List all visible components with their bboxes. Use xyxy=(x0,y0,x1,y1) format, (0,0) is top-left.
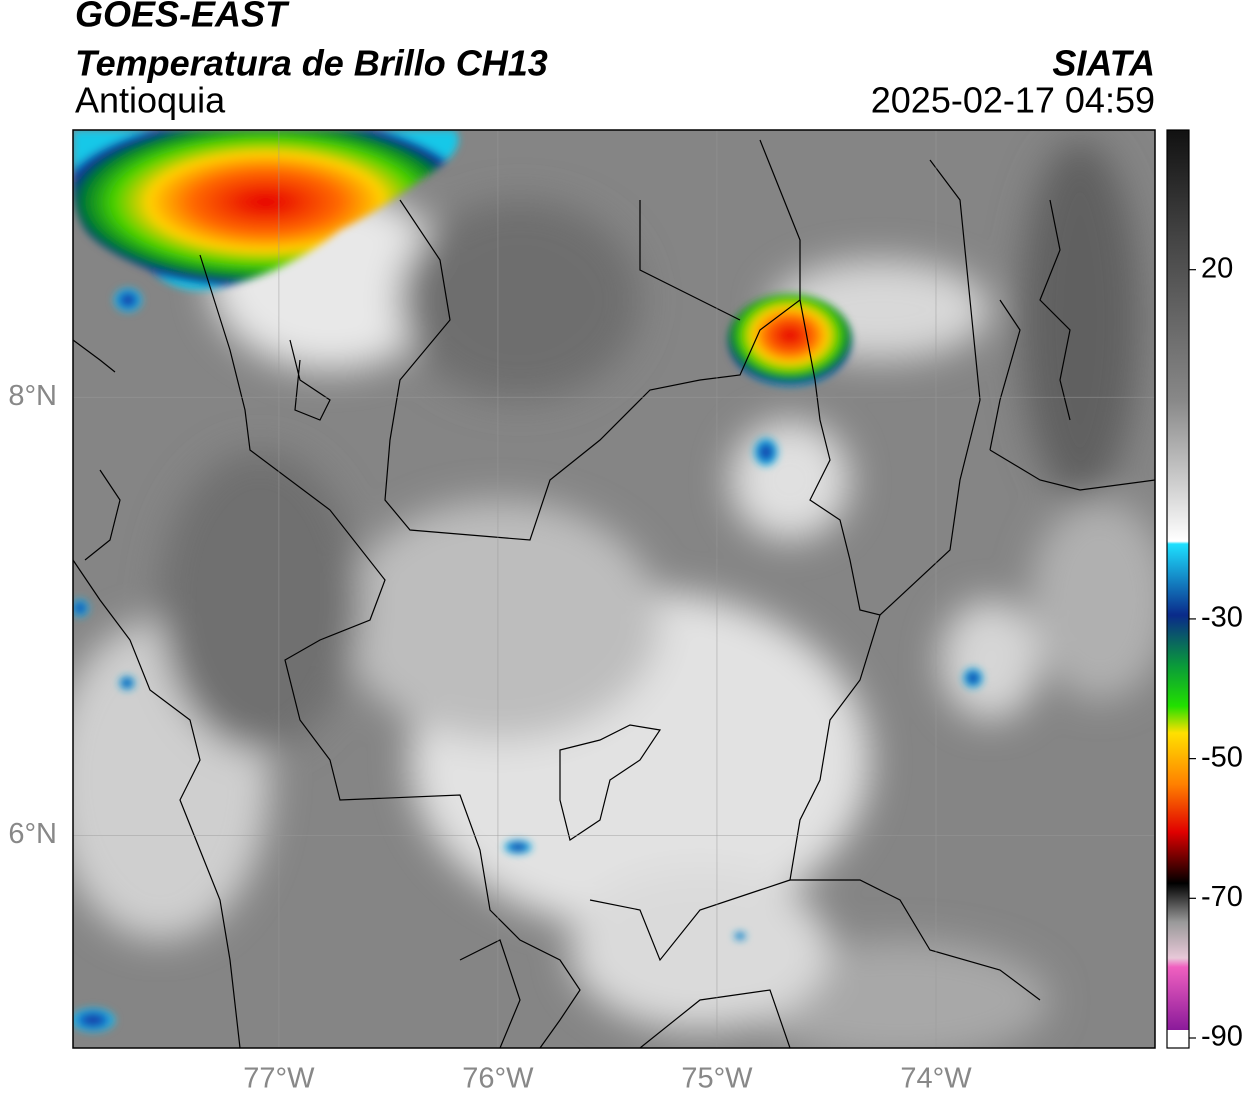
storm-cells xyxy=(73,130,983,1032)
satellite-image xyxy=(73,130,1155,1048)
x-tick-label: 74°W xyxy=(900,1063,972,1095)
colorbar-tick-label: 20 xyxy=(1201,252,1233,284)
colorbar xyxy=(1167,130,1189,1030)
y-tick-label: 8°N xyxy=(8,380,57,412)
colorbar-tick-label: -30 xyxy=(1201,602,1243,634)
x-tick-label: 77°W xyxy=(243,1063,315,1095)
map-frame xyxy=(72,129,1156,1049)
colorbar-frame xyxy=(1166,129,1190,1049)
colorbar-under xyxy=(1167,1030,1189,1048)
grid xyxy=(73,130,1155,1048)
colorbar-tick-label: -50 xyxy=(1201,741,1243,773)
cloud-texture xyxy=(73,140,1155,1048)
region: Antioquia xyxy=(75,80,226,121)
x-tick-label: 75°W xyxy=(681,1063,753,1095)
subtitle: Temperatura de Brillo CH13 xyxy=(75,43,548,84)
title: GOES-EAST xyxy=(75,0,290,35)
colorbar-tick-label: -70 xyxy=(1201,881,1243,913)
y-tick-label: 6°N xyxy=(8,818,57,850)
source: SIATA xyxy=(1052,43,1155,84)
boundaries xyxy=(73,139,1155,1048)
date: 2025-02-17 04:59 xyxy=(871,80,1155,121)
x-tick-label: 76°W xyxy=(462,1063,534,1095)
colorbar-tick-label: -90 xyxy=(1201,1021,1243,1053)
